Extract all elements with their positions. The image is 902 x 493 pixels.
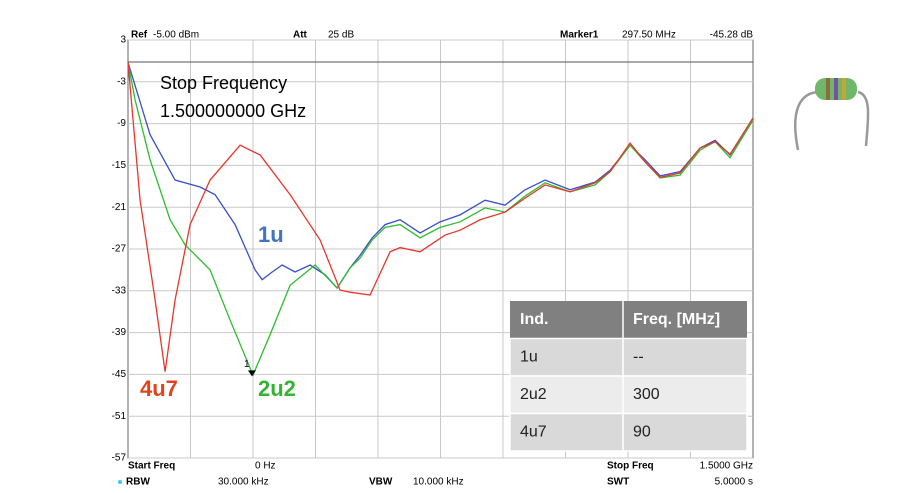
table-row-bg	[509, 412, 748, 452]
annotation: 1.500000000 GHz	[160, 101, 306, 121]
table-cell: 4u7	[520, 423, 547, 440]
series-line	[127, 62, 754, 372]
stop-label: Stop Freq	[607, 461, 654, 472]
table-header-cell: Freq. [MHz]	[633, 311, 720, 328]
marker-y: -45.28 dB	[710, 30, 754, 41]
table-row-bg	[509, 375, 748, 415]
annotation: Stop Frequency	[160, 73, 287, 93]
vbw-value: 10.000 kHz	[413, 477, 464, 488]
ref-label: Ref	[131, 30, 148, 41]
start-value: 0 Hz	[255, 461, 276, 472]
att-label: Att	[293, 30, 308, 41]
y-tick-label: -45	[112, 369, 127, 380]
y-tick-label: -39	[112, 327, 127, 338]
ref-value: -5.00 dBm	[153, 30, 199, 41]
rbw-indicator	[118, 480, 122, 484]
y-tick-label: 3	[120, 35, 126, 46]
y-tick-label: -9	[117, 118, 126, 129]
y-tick-label: -57	[112, 453, 127, 464]
table-row-bg	[509, 337, 748, 377]
att-value: 25 dB	[328, 30, 354, 41]
marker	[247, 370, 256, 377]
stop-value: 1.5000 GHz	[700, 461, 753, 472]
swt-label: SWT	[607, 477, 629, 488]
table-header-cell: Ind.	[520, 311, 548, 328]
table-cell: --	[633, 348, 644, 365]
inductor-icon	[794, 78, 870, 151]
marker-label: Marker1	[560, 30, 599, 41]
table-cell: 300	[633, 386, 660, 403]
rbw-label: RBW	[126, 477, 150, 488]
marker-x: 297.50 MHz	[622, 30, 676, 41]
table-cell: 1u	[520, 348, 538, 365]
start-label: Start Freq	[128, 461, 175, 472]
y-tick-label: -51	[112, 411, 127, 422]
series-label: 1u	[258, 222, 284, 247]
vbw-label: VBW	[369, 477, 393, 488]
series-line	[127, 62, 754, 290]
series-label: 2u2	[258, 376, 296, 401]
table-cell: 2u2	[520, 386, 547, 403]
rbw-value: 30.000 kHz	[218, 477, 269, 488]
y-tick-label: -33	[112, 285, 127, 296]
y-tick-label: -3	[117, 76, 126, 87]
marker-name: 1	[244, 359, 250, 370]
table-cell: 90	[633, 423, 651, 440]
swt-value: 5.0000 s	[715, 477, 753, 488]
y-tick-label: -21	[112, 202, 127, 213]
y-tick-label: -15	[112, 160, 127, 171]
series-label: 4u7	[140, 376, 178, 401]
y-tick-label: -27	[112, 244, 127, 255]
table-header-bg	[510, 301, 747, 339]
